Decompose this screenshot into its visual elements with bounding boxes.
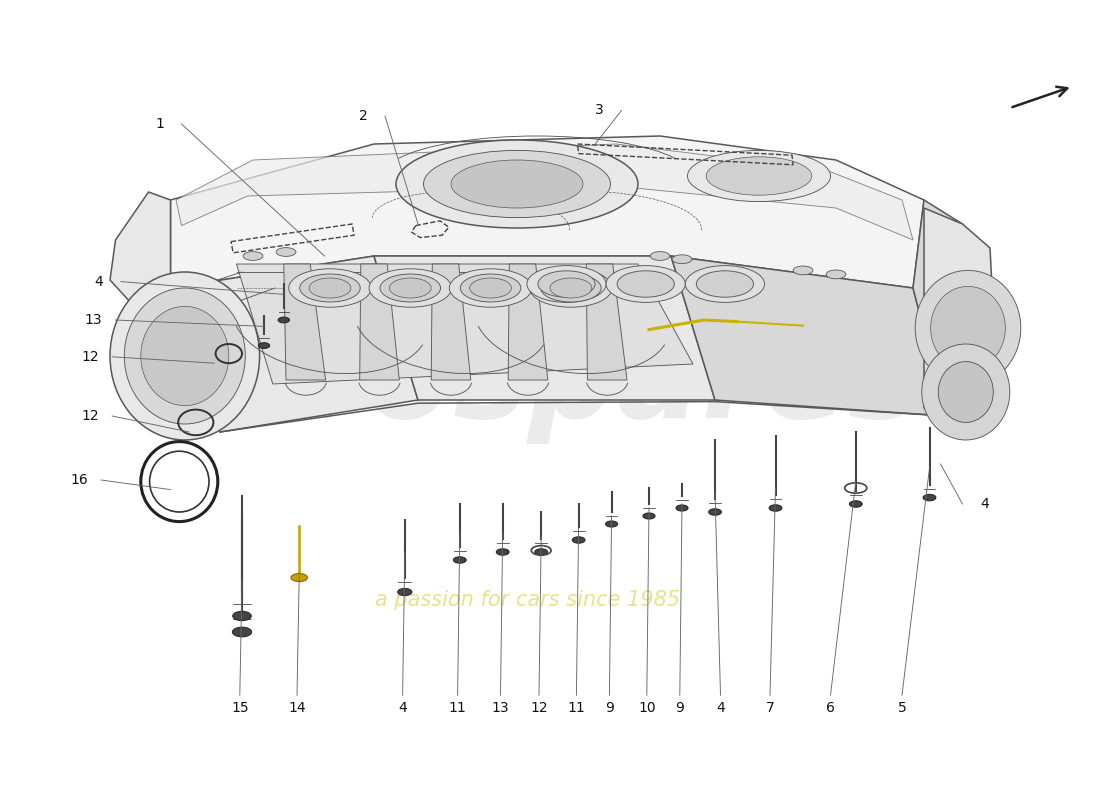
Polygon shape <box>236 264 693 384</box>
Ellipse shape <box>258 342 270 349</box>
Ellipse shape <box>793 266 813 274</box>
Polygon shape <box>924 208 996 424</box>
Ellipse shape <box>398 589 411 595</box>
Polygon shape <box>176 144 913 240</box>
Polygon shape <box>170 256 418 432</box>
Text: 2: 2 <box>359 109 367 123</box>
Ellipse shape <box>278 317 289 323</box>
Ellipse shape <box>922 344 1010 440</box>
Text: 9: 9 <box>675 701 684 715</box>
Ellipse shape <box>938 362 993 422</box>
Polygon shape <box>360 264 399 380</box>
Ellipse shape <box>540 274 601 302</box>
Ellipse shape <box>470 278 512 298</box>
Text: 9: 9 <box>605 701 614 715</box>
Ellipse shape <box>606 266 685 302</box>
Ellipse shape <box>496 549 509 555</box>
Text: 10: 10 <box>638 701 656 715</box>
Ellipse shape <box>124 288 245 424</box>
Ellipse shape <box>389 278 431 298</box>
Ellipse shape <box>688 150 830 202</box>
Text: 12: 12 <box>81 409 99 423</box>
Ellipse shape <box>849 501 862 507</box>
Ellipse shape <box>672 254 692 263</box>
Text: 4: 4 <box>95 274 103 289</box>
Text: eurospares: eurospares <box>133 323 923 445</box>
Text: 7: 7 <box>766 701 774 715</box>
Ellipse shape <box>535 549 548 555</box>
Polygon shape <box>170 136 924 288</box>
Text: 4: 4 <box>398 701 407 715</box>
Ellipse shape <box>243 251 263 261</box>
Ellipse shape <box>141 306 229 406</box>
Text: 3: 3 <box>595 103 604 118</box>
Ellipse shape <box>642 513 656 519</box>
Text: 12: 12 <box>81 350 99 364</box>
Text: 16: 16 <box>70 473 88 487</box>
Polygon shape <box>508 264 548 380</box>
Ellipse shape <box>453 557 466 563</box>
Ellipse shape <box>276 248 296 256</box>
Text: 15: 15 <box>231 701 249 715</box>
Ellipse shape <box>309 278 351 298</box>
Text: 4: 4 <box>980 497 989 511</box>
Text: a passion for cars since 1985: a passion for cars since 1985 <box>375 590 681 610</box>
Ellipse shape <box>826 270 846 278</box>
Ellipse shape <box>460 274 520 302</box>
Ellipse shape <box>233 611 251 621</box>
Text: 13: 13 <box>85 313 102 327</box>
Text: 5: 5 <box>898 701 906 715</box>
Polygon shape <box>671 256 946 416</box>
Ellipse shape <box>292 574 308 582</box>
Polygon shape <box>431 264 471 380</box>
Polygon shape <box>586 264 627 380</box>
Ellipse shape <box>650 251 670 261</box>
Text: 13: 13 <box>492 701 509 715</box>
Ellipse shape <box>685 266 764 302</box>
Ellipse shape <box>381 274 440 302</box>
Ellipse shape <box>538 270 595 297</box>
Ellipse shape <box>931 286 1005 370</box>
Text: 11: 11 <box>568 701 585 715</box>
Text: 14: 14 <box>288 701 306 715</box>
Ellipse shape <box>696 270 754 297</box>
Ellipse shape <box>529 269 612 307</box>
Ellipse shape <box>527 266 606 302</box>
Ellipse shape <box>110 272 260 440</box>
Text: 1: 1 <box>155 117 164 131</box>
Polygon shape <box>374 256 715 400</box>
Text: 12: 12 <box>530 701 548 715</box>
Ellipse shape <box>675 505 689 511</box>
Polygon shape <box>284 264 326 380</box>
Ellipse shape <box>923 494 936 501</box>
Ellipse shape <box>706 157 812 195</box>
Ellipse shape <box>708 509 722 515</box>
Ellipse shape <box>232 627 252 637</box>
Polygon shape <box>110 192 170 304</box>
Polygon shape <box>913 200 962 424</box>
Ellipse shape <box>769 505 782 511</box>
Ellipse shape <box>451 160 583 208</box>
Ellipse shape <box>915 270 1021 386</box>
Text: 11: 11 <box>449 701 466 715</box>
Ellipse shape <box>396 140 638 228</box>
Ellipse shape <box>288 269 372 307</box>
Ellipse shape <box>550 278 592 298</box>
Text: 4: 4 <box>716 701 725 715</box>
Ellipse shape <box>368 269 452 307</box>
Ellipse shape <box>572 537 585 543</box>
Ellipse shape <box>617 270 674 297</box>
Ellipse shape <box>605 521 618 527</box>
Ellipse shape <box>424 150 610 218</box>
Text: 6: 6 <box>826 701 835 715</box>
Ellipse shape <box>449 269 531 307</box>
Ellipse shape <box>299 274 361 302</box>
